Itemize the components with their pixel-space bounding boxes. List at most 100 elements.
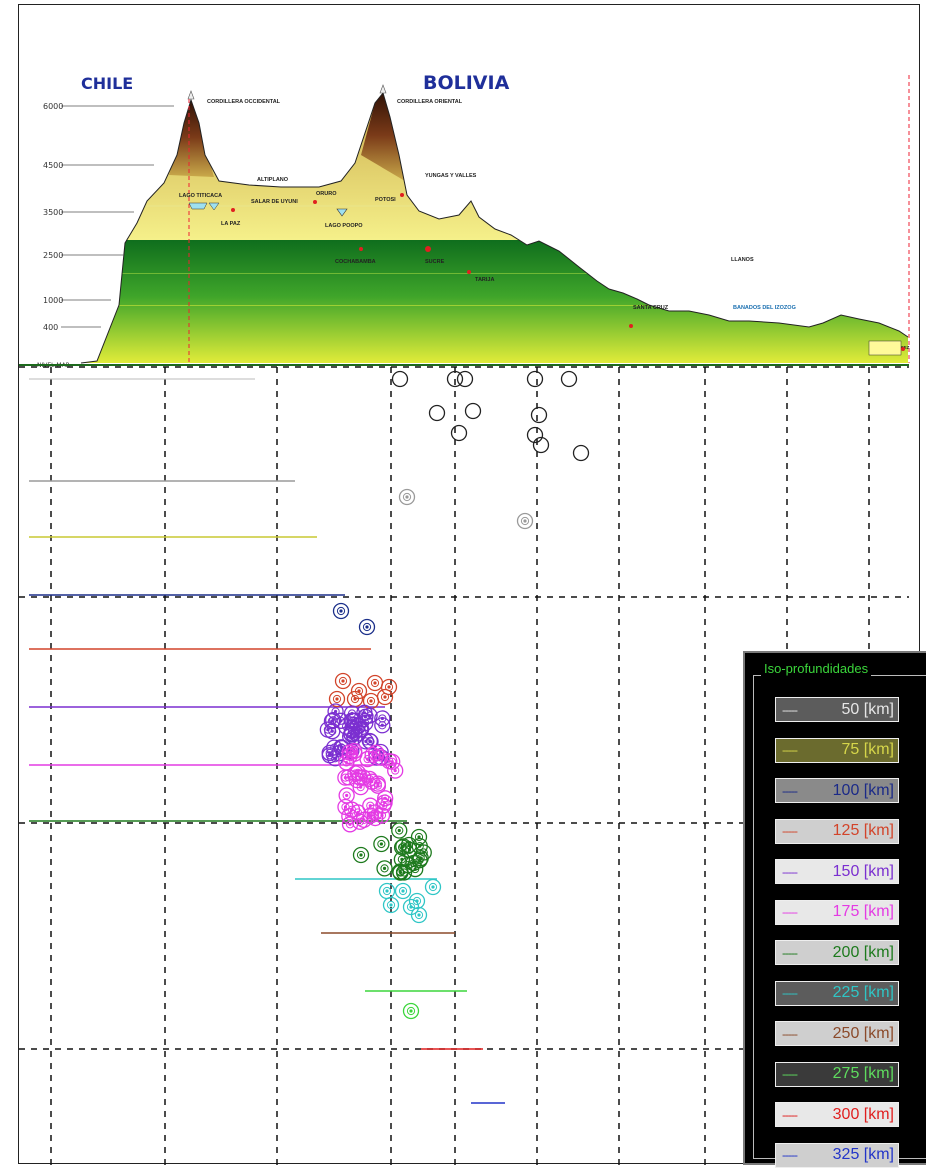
hypocenter-marker: [392, 864, 409, 881]
place-oruro: ORURO: [316, 191, 337, 197]
city-dot-oruro: [313, 200, 317, 204]
hypocenter-marker: [343, 722, 361, 740]
hypocenter-marker: [411, 852, 428, 869]
legend-swatch-dash: -----: [782, 1067, 798, 1081]
hypocenter-marker: [394, 882, 412, 900]
hypocenter-marker: [526, 426, 544, 444]
place-cordillera-oriental: CORDILLERA ORIENTAL: [397, 99, 463, 105]
hypocenter-marker: [532, 436, 550, 454]
hypocenter-marker: [410, 828, 428, 846]
elev-label-1000: 1000: [43, 296, 63, 305]
legend-swatch-dash: -----: [782, 986, 798, 1000]
hypocenter-marker: [332, 712, 349, 729]
hypocenter-markers: [319, 370, 590, 1020]
hypocenter-marker: [450, 424, 468, 442]
legend-item: ----- 150 [km]: [775, 859, 899, 884]
hypocenter-marker: [464, 402, 482, 420]
legend-item-label: 225 [km]: [832, 984, 894, 1001]
hypocenter-marker: [410, 906, 428, 924]
hypocenter-marker: [456, 370, 474, 388]
place-lago-titicaca: LAGO TITICACA: [179, 193, 222, 199]
hypocenter-marker: [572, 444, 590, 462]
hypocenter-marker: [381, 752, 398, 770]
hypocenter-marker: [328, 690, 346, 708]
legend-item-label: 125 [km]: [832, 822, 894, 839]
hypocenter-marker: [393, 851, 411, 868]
hypocenter-marker: [361, 707, 378, 724]
legend-swatch-dash: -----: [782, 783, 798, 798]
legend-swatch-dash: -----: [782, 864, 798, 879]
place-santa-cruz: SANTA CRUZ: [633, 305, 669, 311]
hypocenter-marker: [347, 765, 364, 782]
city-dot-la-paz: [231, 208, 235, 212]
legend-swatch-dash: -----: [782, 743, 798, 757]
legend-swatch-dash: -----: [782, 945, 798, 960]
topographic-profile: 6000 4500 3500 2500 1000 400 NIVEL MAR C…: [19, 63, 910, 369]
legend-swatch-dash: -----: [782, 824, 798, 838]
legend-swatch-dash: -----: [782, 702, 798, 717]
legend-item: ----- 325 [km]: [775, 1142, 899, 1168]
place-la-paz: LA PAZ: [221, 221, 241, 227]
hypocenter-marker: [321, 747, 338, 764]
hypocenter-marker: [526, 370, 544, 388]
country-label-chile: CHILE: [81, 74, 133, 93]
hypocenter-marker: [343, 705, 361, 722]
elev-label-6000: 6000: [43, 102, 63, 111]
elev-label-2500: 2500: [43, 251, 63, 260]
place-sucre: SUCRE: [425, 259, 445, 265]
hypocenter-marker: [333, 739, 350, 756]
legend-item: ----- 200 [km]: [775, 940, 899, 965]
legend-item: ----- 50 [km]: [775, 697, 899, 722]
hypocenter-marker: [346, 742, 363, 760]
hypocenter-marker: [446, 370, 464, 388]
city-dot-cochabamba: [359, 247, 363, 251]
city-dot-santa-cruz: [629, 324, 633, 328]
city-dot-tarija: [467, 270, 471, 274]
iso-depth-lines: [29, 378, 505, 1104]
hypocenter-marker: [516, 512, 534, 530]
hypocenter-marker: [359, 750, 376, 768]
hypocenter-marker: [341, 808, 358, 825]
elev-label-3500: 3500: [43, 208, 63, 217]
hypocenter-marker: [338, 787, 355, 804]
legend-panel: Iso-profundidades ----- 50 [km] ----- 75 [k…: [743, 651, 926, 1168]
legend-item-label: 150 [km]: [832, 862, 894, 880]
country-label-bolivia: BOLIVIA: [423, 72, 510, 94]
hypocenter-marker: [332, 602, 350, 620]
legend-item: ----- 100 [km]: [775, 778, 899, 803]
legend-item-label: 275 [km]: [832, 1065, 894, 1082]
legend-item-label: 250 [km]: [832, 1024, 894, 1042]
legend-swatch-dash: -----: [782, 1148, 798, 1162]
legend-title: Iso-profundidades: [761, 661, 872, 676]
legend-item-label: 175 [km]: [832, 903, 894, 920]
hypocenter-marker: [382, 896, 400, 914]
hypocenter-marker: [373, 835, 390, 853]
hypocenter-marker: [371, 749, 389, 766]
legend-item-label: 75 [km]: [841, 741, 894, 758]
hypocenter-marker: [408, 892, 426, 910]
place-yungas-valles: YUNGAS Y VALLES: [425, 173, 477, 179]
legend-item-label: 50 [km]: [841, 700, 894, 718]
city-dot-potosi: [400, 193, 404, 197]
hypocenter-marker: [319, 721, 337, 738]
hypocenter-marker: [334, 672, 352, 690]
legend-item: ----- 225 [km]: [775, 980, 899, 1006]
hypocenter-marker: [376, 860, 393, 877]
place-banados-izozog: BANADOS DEL IZOZOG: [733, 305, 796, 311]
place-llanos: LLANOS: [731, 257, 754, 263]
legend-item-label: 100 [km]: [832, 781, 894, 799]
hypocenter-marker: [376, 688, 394, 706]
figure-canvas: 6000 4500 3500 2500 1000 400 NIVEL MAR C…: [19, 63, 910, 1165]
hypocenter-marker: [391, 370, 409, 388]
place-tarija: TARIJA: [475, 277, 494, 283]
figure-frame: 6000 4500 3500 2500 1000 400 NIVEL MAR C…: [18, 4, 926, 1168]
elev-label-4500: 4500: [43, 161, 63, 170]
legend-item-label: 300 [km]: [832, 1105, 894, 1123]
hypocenter-marker: [380, 678, 398, 696]
legend-item: ----- 275 [km]: [775, 1061, 899, 1087]
legend-item: ----- 75 [km]: [775, 737, 899, 763]
hypocenter-marker: [374, 717, 391, 734]
place-potosi: POTOSI: [375, 197, 396, 203]
hypocenter-marker: [361, 770, 378, 788]
hypocenter-marker: [393, 839, 411, 856]
